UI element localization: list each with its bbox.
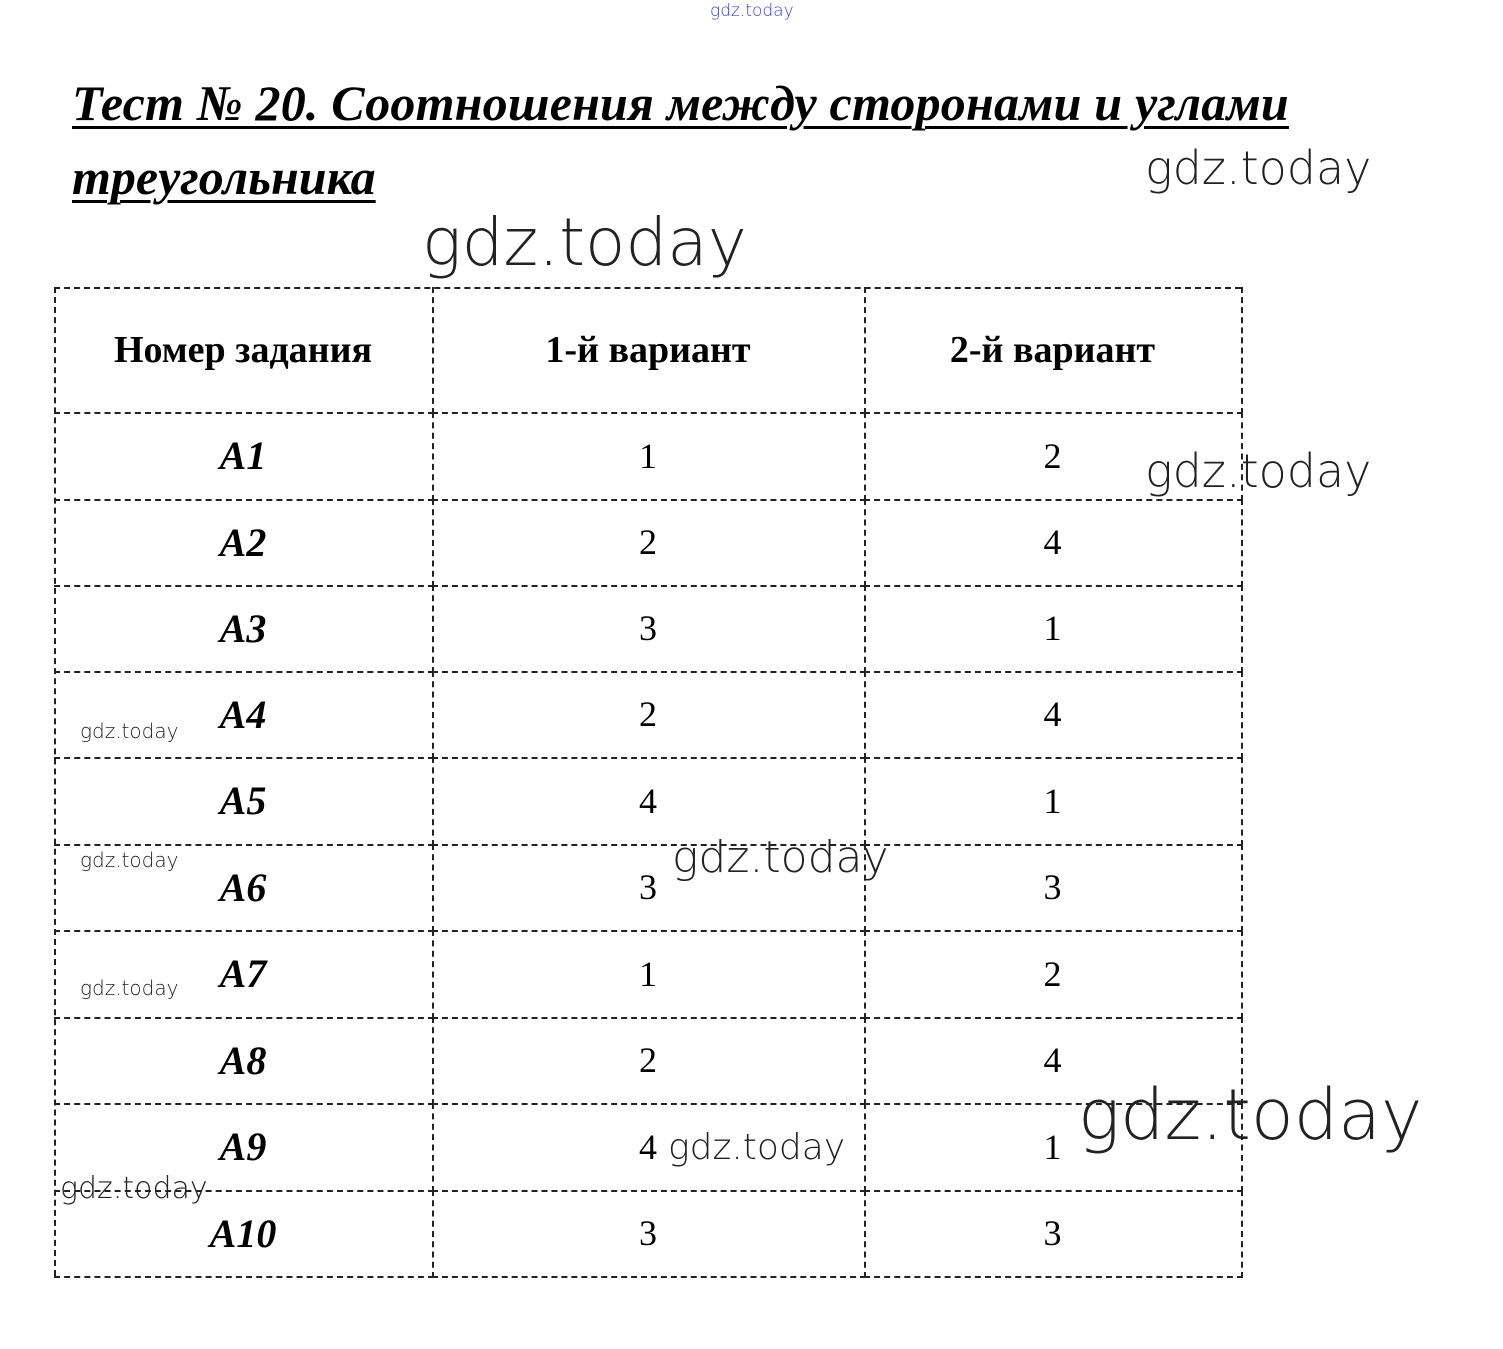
cell-task-number-text: A9 [219,1124,267,1169]
cell-variant-1-text: 1 [639,953,657,994]
header-variant-1: 1-й вариант [432,287,866,414]
cell-task-number: A4 [54,671,434,759]
cell-task-number-text: A10 [209,1210,277,1256]
cell-variant-1: 1 [432,412,866,501]
cell-task-number-text: A8 [219,1037,267,1083]
cell-task-number: A8 [54,1017,434,1105]
watermark: gdz.today [672,832,889,883]
cell-variant-2: 1 [864,1103,1243,1192]
watermark: gdz.today [1145,444,1372,498]
cell-task-number-text: A4 [219,691,267,737]
cell-variant-1: 1 [432,930,866,1019]
cell-variant-2-text: 1 [1043,780,1062,821]
cell-variant-1: 3 [432,844,866,932]
page-title-line2: треугольника [72,149,376,205]
cell-task-number: A6 [54,844,434,932]
cell-variant-1: 2 [432,1017,866,1105]
cell-variant-1-text: 1 [639,435,657,476]
cell-variant-2-text: 4 [1043,1040,1062,1080]
cell-task-number: A9 [54,1103,434,1192]
cell-task-number-text: A2 [219,519,267,565]
cell-variant-2: 1 [864,585,1243,673]
cell-variant-2-text: 2 [1043,953,1062,994]
cell-variant-1-text: 2 [639,522,657,562]
cell-variant-2: 2 [864,412,1243,501]
cell-variant-1-text: 3 [639,608,657,648]
header-variant-2: 2-й вариант [864,287,1243,414]
header-task-number: Номер задания [54,287,434,414]
cell-task-number: A10 [54,1190,434,1278]
cell-variant-1-text: 2 [639,694,657,734]
cell-variant-1: 3 [432,1190,866,1278]
cell-variant-2: 3 [864,844,1243,932]
cell-task-number: A2 [54,499,434,587]
cell-variant-1: 2 [432,499,866,587]
cell-variant-2: 4 [864,499,1243,587]
cell-variant-1: 2 [432,671,866,759]
cell-task-number: A5 [54,757,434,846]
answers-table: Номер задания 1-й вариант 2-й вариант A1 1 2 A… [54,287,1243,1278]
cell-task-number-text: A1 [219,433,267,478]
cell-task-number-text: A6 [219,864,267,910]
page-title-line1: Тест № 20. Соотношения между сторонами и… [72,75,1289,131]
cell-variant-1-text: 3 [639,1213,657,1253]
cell-variant-2: 4 [864,671,1243,759]
cell-variant-1: 3 [432,585,866,673]
cell-variant-2-text: 3 [1043,867,1062,907]
cell-variant-2: 1 [864,757,1243,846]
cell-task-number-text: A5 [219,778,267,823]
cell-variant-2-text: 1 [1043,1126,1062,1167]
watermark: gdz.today [80,719,179,743]
cell-variant-2: 4 [864,1017,1243,1105]
cell-variant-2: 2 [864,930,1243,1019]
header-task-number-text: Номер задания [113,328,373,371]
cell-task-number-text: A3 [219,605,267,651]
cell-variant-2-text: 1 [1043,608,1062,648]
header-variant-1-text: 1-й вариант [545,328,751,371]
watermark: gdz.today [60,1171,208,1206]
cell-variant-1-text: 2 [639,1040,657,1080]
cell-variant-1-text: 4 [639,1126,657,1167]
watermark: gdz.today [422,204,747,281]
cell-variant-2-text: 2 [1043,435,1062,476]
watermark: gdz.today [1145,141,1372,195]
watermark: gdz.today [1078,1074,1423,1156]
cell-variant-2-text: 3 [1043,1213,1062,1253]
cell-task-number: A7 [54,930,434,1019]
cell-task-number: A1 [54,412,434,501]
cell-task-number: A3 [54,585,434,673]
cell-task-number-text: A7 [219,951,267,996]
watermark: gdz.today [80,976,179,1000]
watermark: gdz.today [668,1127,846,1168]
cell-variant-1-text: 4 [639,780,657,821]
cell-variant-2-text: 4 [1043,522,1062,562]
watermark: gdz.today [80,848,179,872]
cell-variant-2-text: 4 [1043,694,1062,734]
watermark-top: gdz.today [710,1,794,21]
cell-variant-1: 4 [432,1103,866,1192]
header-variant-2-text: 2-й вариант [949,328,1156,371]
cell-variant-1: 4 [432,757,866,846]
cell-variant-2: 3 [864,1190,1243,1278]
cell-variant-1-text: 3 [639,867,657,907]
